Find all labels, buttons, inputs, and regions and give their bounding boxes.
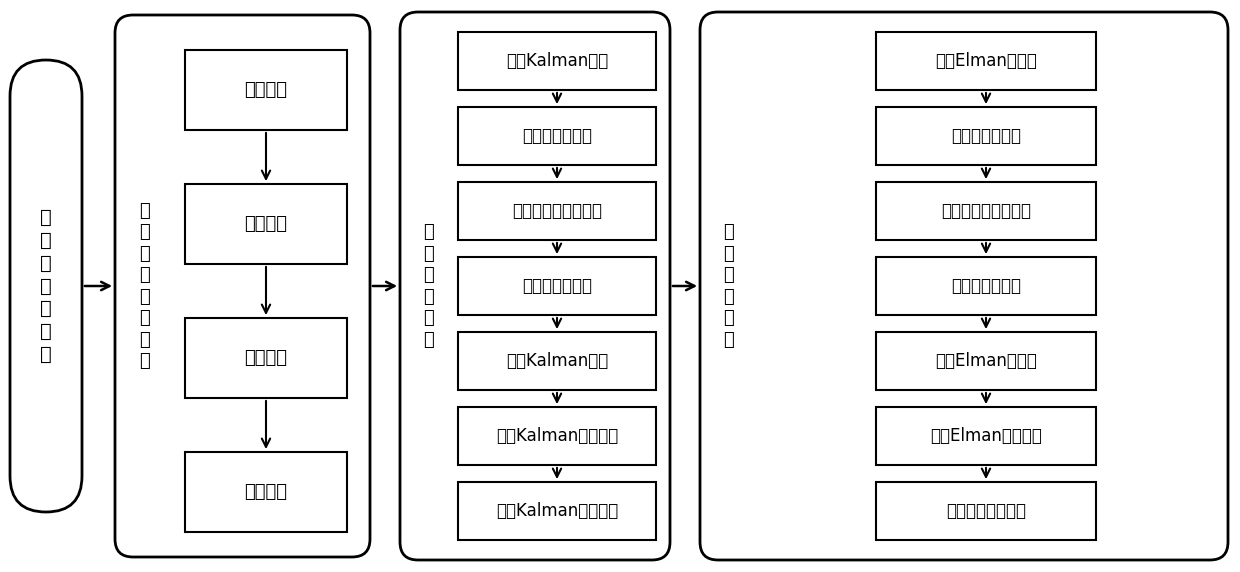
FancyBboxPatch shape xyxy=(875,32,1096,90)
FancyBboxPatch shape xyxy=(185,452,347,532)
FancyBboxPatch shape xyxy=(701,12,1228,560)
Text: 运行Elman改进算法: 运行Elman改进算法 xyxy=(930,427,1042,445)
Text: 确定粒子适应度: 确定粒子适应度 xyxy=(951,127,1021,145)
FancyBboxPatch shape xyxy=(458,182,656,240)
FancyBboxPatch shape xyxy=(185,318,347,398)
Text: 输出Kalman预测结果: 输出Kalman预测结果 xyxy=(496,502,618,520)
FancyBboxPatch shape xyxy=(875,407,1096,465)
FancyBboxPatch shape xyxy=(10,60,82,512)
Text: 输出粒子最优解: 输出粒子最优解 xyxy=(951,277,1021,295)
FancyBboxPatch shape xyxy=(458,32,656,90)
FancyBboxPatch shape xyxy=(875,482,1096,540)
Text: 确定粒子适应度: 确定粒子适应度 xyxy=(522,127,591,145)
FancyBboxPatch shape xyxy=(458,407,656,465)
FancyBboxPatch shape xyxy=(185,50,347,130)
Text: 编码Kalman噪声: 编码Kalman噪声 xyxy=(506,52,608,70)
FancyBboxPatch shape xyxy=(875,332,1096,390)
FancyBboxPatch shape xyxy=(875,182,1096,240)
FancyBboxPatch shape xyxy=(401,12,670,560)
FancyBboxPatch shape xyxy=(115,15,370,557)
FancyBboxPatch shape xyxy=(875,107,1096,165)
Text: 细节检测: 细节检测 xyxy=(244,215,288,233)
Text: 提取特征: 提取特征 xyxy=(244,349,288,367)
Text: 运行粒子群优化算法: 运行粒子群优化算法 xyxy=(512,202,601,220)
Text: 算
法
优
化
阶
段: 算 法 优 化 阶 段 xyxy=(723,223,733,349)
Text: 解码Kalman噪声: 解码Kalman噪声 xyxy=(506,352,608,370)
Text: 视
频
图
像
数
据
集: 视 频 图 像 数 据 集 xyxy=(40,208,52,364)
Text: 解码Elman初始值: 解码Elman初始值 xyxy=(935,352,1037,370)
Text: 算
法
优
化
阶
段: 算 法 优 化 阶 段 xyxy=(423,223,433,349)
Text: 目
标
检
测
提
取
阶
段: 目 标 检 测 提 取 阶 段 xyxy=(140,202,150,370)
Text: 运行粒子群优化算法: 运行粒子群优化算法 xyxy=(941,202,1030,220)
FancyBboxPatch shape xyxy=(458,332,656,390)
FancyBboxPatch shape xyxy=(458,107,656,165)
Text: 输出最终预测结果: 输出最终预测结果 xyxy=(946,502,1025,520)
FancyBboxPatch shape xyxy=(458,257,656,315)
Text: 主体检测: 主体检测 xyxy=(244,81,288,99)
Text: 编码Elman初始值: 编码Elman初始值 xyxy=(935,52,1037,70)
Text: 运行Kalman改进算法: 运行Kalman改进算法 xyxy=(496,427,618,445)
Text: 输出粒子最优解: 输出粒子最优解 xyxy=(522,277,591,295)
FancyBboxPatch shape xyxy=(875,257,1096,315)
FancyBboxPatch shape xyxy=(185,184,347,264)
Text: 量化特征: 量化特征 xyxy=(244,483,288,501)
FancyBboxPatch shape xyxy=(458,482,656,540)
